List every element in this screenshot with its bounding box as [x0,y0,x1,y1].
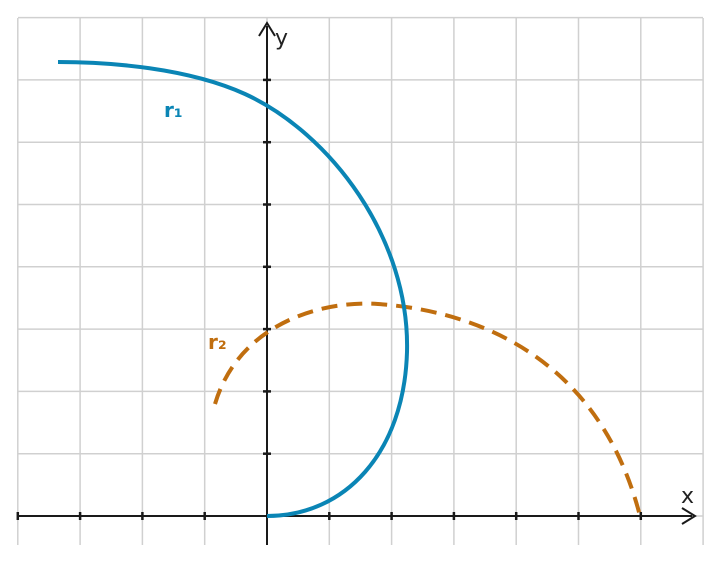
curve-r2-label: r₂ [208,330,227,354]
y-axis-label: y [275,26,288,51]
x-axis-label: x [681,484,694,509]
curve-r1-label: r₁ [164,98,183,122]
x-axis-arrow [681,507,697,525]
grid [17,16,704,545]
curve-r2 [213,301,642,517]
y-axis-arrow [258,21,276,37]
curve-r1 [57,60,410,518]
axis-ticks [16,78,643,520]
axes [16,21,697,545]
